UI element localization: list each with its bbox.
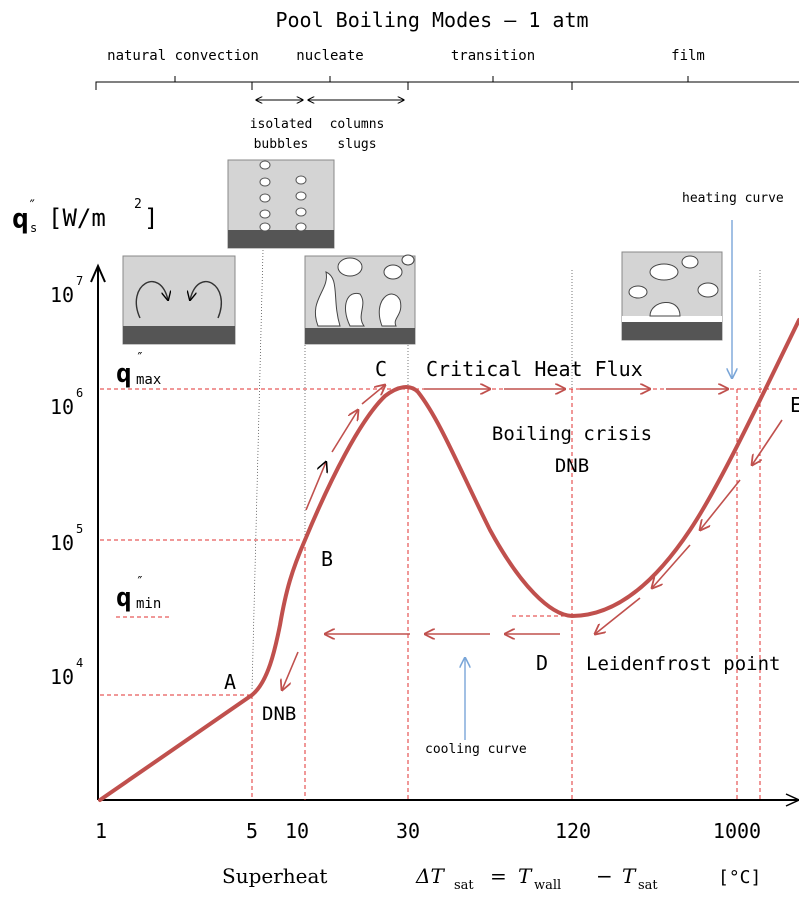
regime-brace	[95, 76, 799, 90]
regime-transition: transition	[451, 48, 535, 64]
x-axis-eq: =	[490, 864, 507, 888]
boiling-crisis-label: Boiling crisis	[492, 423, 652, 445]
dnb-label-left: DNB	[262, 703, 296, 725]
qmin-label: q ″ min	[116, 575, 170, 618]
x-tick-5: 5	[246, 819, 258, 843]
y-axis-sub: s	[30, 221, 37, 235]
qmin-q: q	[116, 583, 132, 613]
sub-regime-isolated: isolated	[250, 117, 313, 132]
isolated-bubbles-sketch	[227, 159, 335, 249]
x-axis-wall: wall	[534, 878, 561, 893]
qmax-prime: ″	[136, 351, 144, 366]
regime-dividers	[251, 249, 761, 691]
x-axis-sat: sat	[454, 878, 474, 893]
reference-lines	[100, 388, 799, 800]
y-tick-1e6: 10 6	[50, 386, 83, 419]
x-axis-T2: T	[622, 864, 637, 888]
y-tick-1e7: 10 7	[50, 274, 83, 307]
x-axis-word: Superheat	[222, 864, 327, 888]
regime-nucleate: nucleate	[296, 48, 363, 64]
y-axis-units-exp: 2	[134, 197, 142, 212]
y-axis-prime: ″	[28, 198, 36, 214]
y-tick-exp: 7	[76, 274, 83, 288]
natural-convection-sketch	[122, 255, 236, 345]
y-tick-exp: 6	[76, 386, 83, 400]
boiling-curve	[98, 318, 799, 802]
x-axis-label: Superheat ΔT sat = T wall − T sat [°C]	[222, 864, 761, 893]
y-tick-base: 10	[50, 395, 74, 419]
point-b-label: B	[321, 547, 333, 571]
y-axis-q: q	[12, 202, 29, 235]
y-tick-base: 10	[50, 665, 74, 689]
x-axis-minus: −	[596, 864, 613, 888]
regime-film: film	[671, 48, 705, 64]
dnb-label-right: DNB	[555, 455, 589, 477]
y-axis-units-close: ]	[144, 204, 158, 232]
point-a-label: A	[224, 670, 236, 694]
x-axis-units: [°C]	[718, 867, 761, 888]
point-e-label: E	[790, 393, 799, 417]
columns-slugs-sketch	[304, 254, 416, 345]
x-tick-10: 10	[285, 819, 309, 843]
point-d-label: D	[536, 651, 548, 675]
y-axis-units: [W/m	[48, 204, 106, 232]
y-tick-exp: 4	[76, 656, 83, 670]
sub-regime-columns: columns	[330, 117, 385, 132]
sub-regime-bubbles: bubbles	[254, 137, 309, 152]
y-tick-base: 10	[50, 283, 74, 307]
x-axis-sat2: sat	[638, 878, 658, 893]
point-c-label: C	[375, 357, 387, 381]
critical-heat-flux-label: Critical Heat Flux	[426, 357, 643, 381]
heating-arrows	[305, 385, 728, 511]
qmax-q: q	[116, 359, 132, 389]
x-axis-T1: T	[518, 864, 533, 888]
x-tick-30: 30	[396, 819, 420, 843]
y-tick-base: 10	[50, 531, 74, 555]
x-axis-delta: ΔT	[415, 864, 445, 888]
leidenfrost-label: Leidenfrost point	[586, 653, 780, 675]
qmax-label: q ″ max	[116, 351, 161, 389]
cooling-curve-label: cooling curve	[425, 742, 527, 757]
y-tick-exp: 5	[76, 522, 83, 536]
qmin-prime: ″	[136, 575, 144, 590]
y-tick-1e4: 10 4	[50, 656, 83, 689]
film-boiling-sketch	[621, 251, 723, 341]
axes	[90, 263, 799, 807]
regime-natural-convection: natural convection	[107, 48, 259, 64]
qmin-sub: min	[136, 596, 161, 612]
diagram-title: Pool Boiling Modes – 1 atm	[275, 8, 588, 32]
y-axis-label: q ″ s [W/m 2 ]	[12, 197, 158, 235]
x-tick-120: 120	[555, 819, 591, 843]
sub-regime-slugs: slugs	[337, 137, 376, 152]
x-tick-1000: 1000	[713, 819, 761, 843]
y-tick-1e5: 10 5	[50, 522, 83, 555]
cooling-arrows	[282, 419, 783, 690]
qmax-sub: max	[136, 372, 161, 388]
x-tick-1: 1	[95, 819, 107, 843]
heating-curve-label: heating curve	[682, 191, 784, 206]
